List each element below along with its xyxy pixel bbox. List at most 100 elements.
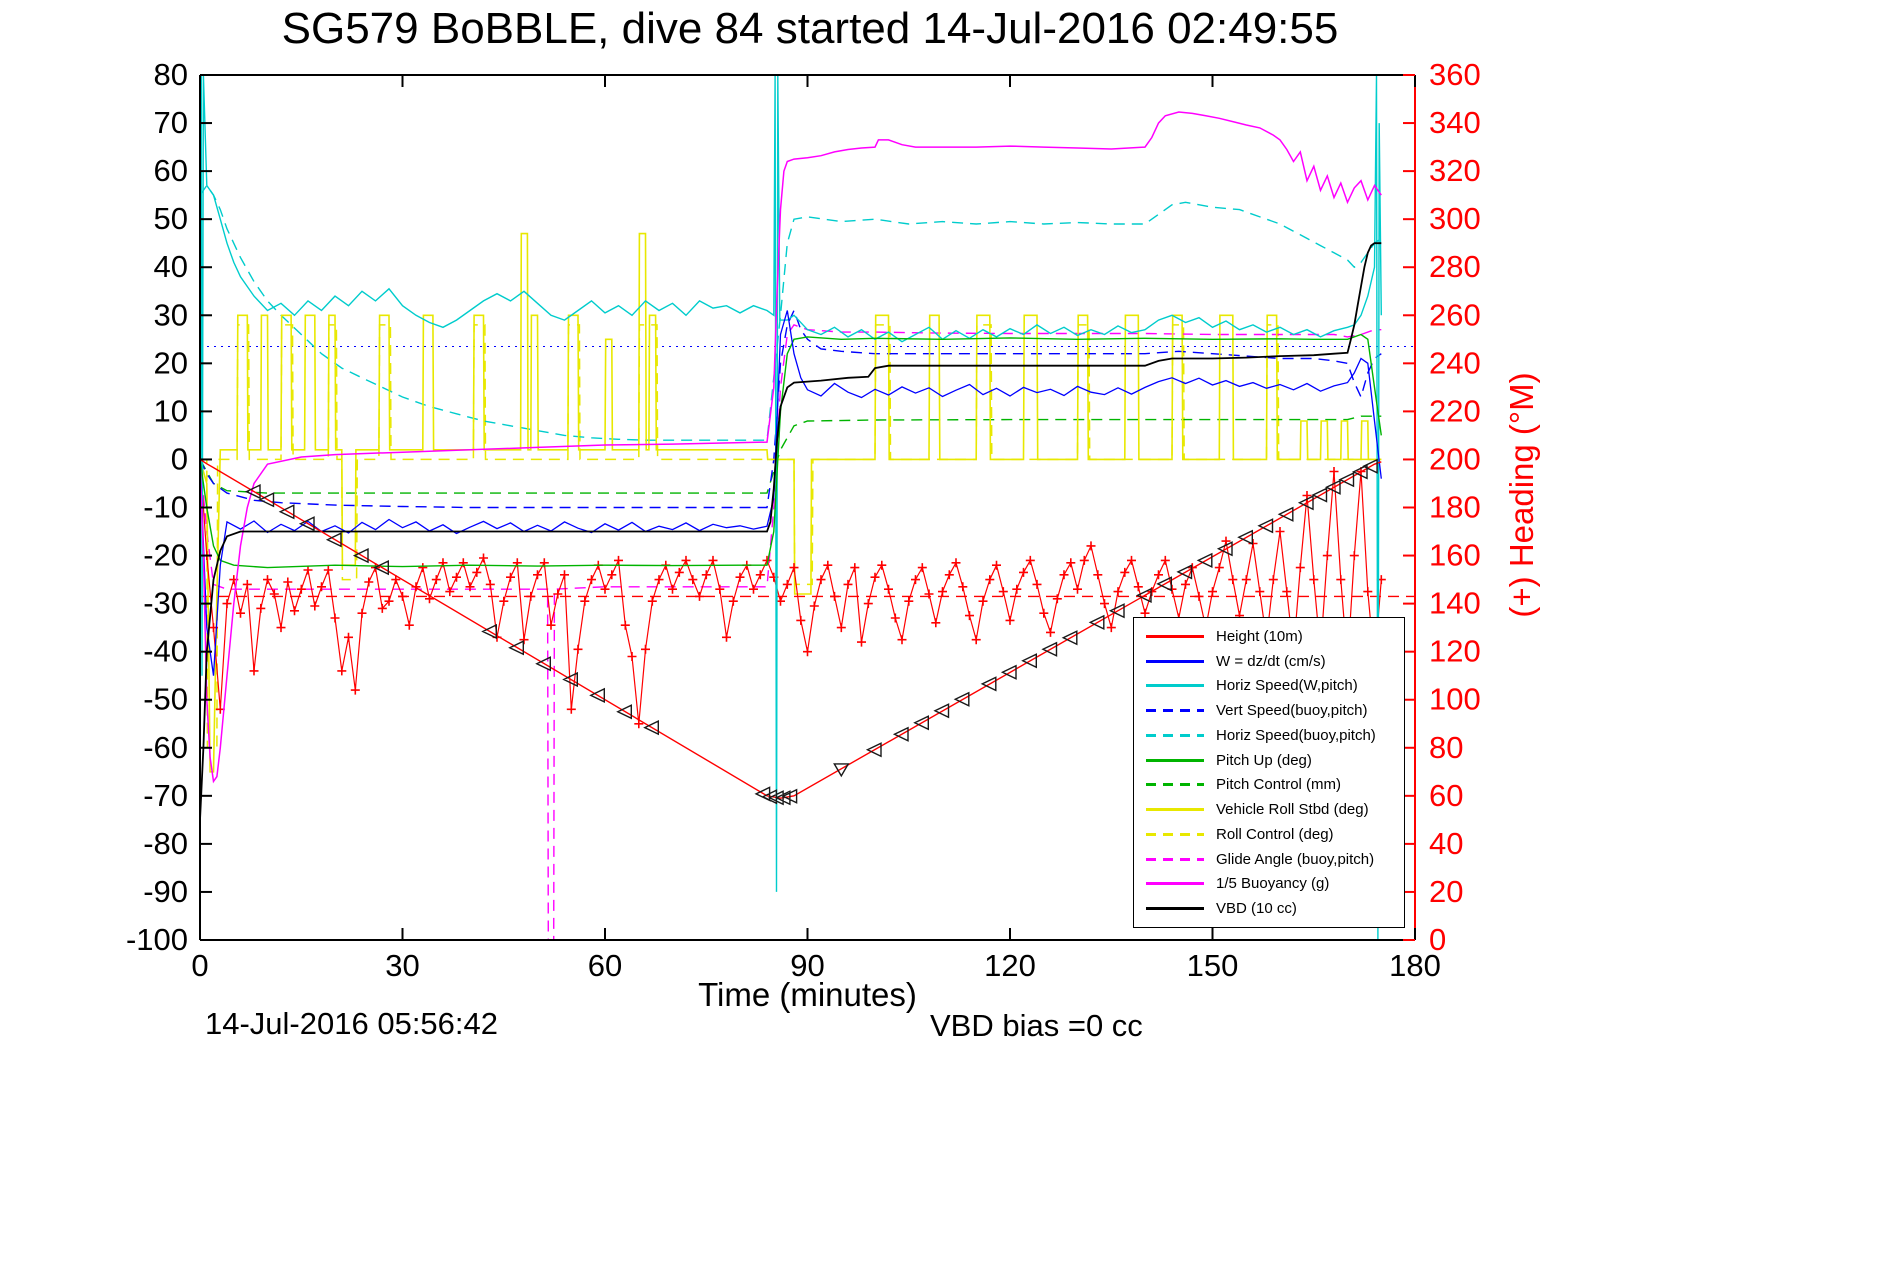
legend-item-4: Horiz Speed(buoy,pitch) [1134,723,1404,747]
y-left-tick-label: 60 [154,153,188,188]
y-left-tick-label: 0 [171,441,188,476]
x-axis: 0 30 60 90 120 150 180 [191,75,1441,983]
legend-label: Height (10m) [1216,627,1303,645]
y-right-tick-label: 120 [1429,634,1481,669]
plot-title: SG579 BoBBLE, dive 84 started 14-Jul-201… [281,4,1339,53]
series-layer [200,75,1415,940]
y-left-tick-label: 10 [154,393,188,428]
legend-label: Roll Control (deg) [1216,825,1334,843]
y-axis-left: 80 70 60 50 40 30 20 10 0 -10 -20 -30 -40 -50 -60 -70 -8… [126,57,212,957]
series-buoyancy [200,111,1382,784]
y-left-tick-label: 20 [154,345,188,380]
x-tick-label: 0 [191,948,208,983]
legend-label: Horiz Speed(W,pitch) [1216,677,1358,695]
y-left-tick-label: -30 [143,586,188,621]
legend-item-0: Height (10m) [1134,624,1404,648]
legend-label: 1/5 Buoyancy (g) [1216,875,1330,893]
y-left-tick-label: -20 [143,538,188,573]
y-left-tick-label: 50 [154,201,188,236]
x-tick-label: 60 [588,948,622,983]
y-left-tick-label: 30 [154,297,188,332]
legend-item-10: 1/5 Buoyancy (g) [1134,872,1404,896]
y-right-tick-label: 240 [1429,345,1481,380]
legend-label: Pitch Control (mm) [1216,776,1342,794]
y-left-tick-label: -90 [143,874,188,909]
y-right-tick-label: 20 [1429,874,1463,909]
legend-label: Vehicle Roll Stbd (deg) [1216,801,1369,819]
y-right-tick-label: 220 [1429,393,1481,428]
legend-item-9: Glide Angle (buoy,pitch) [1134,847,1404,871]
legend-label: Glide Angle (buoy,pitch) [1216,850,1375,868]
x-tick-label: 180 [1389,948,1441,983]
series-vert-speed-buoy [200,308,1382,509]
series-w-dzdt [200,310,1382,676]
legend-line-sample [1146,634,1204,638]
y-right-tick-label: 140 [1429,586,1481,621]
y-right-tick-label: 100 [1429,682,1481,717]
legend-line-sample [1146,857,1204,861]
series-roll-stbd [200,232,1382,773]
legend-line-sample [1146,684,1204,688]
legend-item-7: Vehicle Roll Stbd (deg) [1134,798,1404,822]
series-horiz-speed-buoy [200,184,1382,441]
y-left-tick-label: -80 [143,826,188,861]
x-tick-label: 120 [984,948,1036,983]
y-axis-right: 3603403203002802602402202001801601401201… [1403,57,1481,957]
legend-item-5: Pitch Up (deg) [1134,748,1404,772]
legend-label: Pitch Up (deg) [1216,751,1312,769]
legend-item-3: Vert Speed(buoy,pitch) [1134,699,1404,723]
legend-line-sample [1146,907,1204,911]
y-left-tick-label: 80 [154,57,188,92]
vbd-bias-note: VBD bias =0 cc [930,1008,1143,1043]
legend-line-sample [1146,709,1204,713]
y-right-tick-label: 180 [1429,490,1481,525]
y-left-tick-label: -50 [143,682,188,717]
y-left-tick-label: 40 [154,249,188,284]
legend-line-sample [1146,832,1204,836]
series-height-triangle-down-markers [833,763,850,778]
series-height [200,458,1382,799]
x-tick-label: 30 [385,948,419,983]
legend-line-sample [1146,659,1204,663]
series-heading [200,459,1382,724]
right-axis-label: (+) Heading (°M) [1503,372,1540,618]
plot-end-timestamp: 14-Jul-2016 05:56:42 [205,1006,499,1041]
y-right-tick-label: 80 [1429,730,1463,765]
series-glide-angle [200,324,1382,940]
legend-item-6: Pitch Control (mm) [1134,773,1404,797]
y-right-tick-label: 0 [1429,922,1446,957]
legend-item-8: Roll Control (deg) [1134,822,1404,846]
legend-line-sample [1146,783,1204,787]
series-horiz-speed-w [200,75,1382,940]
series-pitch-up [200,333,1382,569]
y-right-tick-label: 280 [1429,249,1481,284]
y-right-tick-label: 320 [1429,153,1481,188]
legend-line-sample [1146,758,1204,762]
y-left-tick-label: -70 [143,778,188,813]
legend-label: W = dz/dt (cm/s) [1216,652,1326,670]
y-right-tick-label: 40 [1429,826,1463,861]
legend-item-11: VBD (10 cc) [1134,897,1404,921]
legend: Height (10m) W = dz/dt (cm/s) Horiz Speed(… [1133,617,1405,928]
series-vbd [200,242,1382,820]
y-left-tick-label: 70 [154,105,188,140]
x-tick-label: 150 [1187,948,1239,983]
series-height-triangle-left-markers [244,458,1378,806]
x-tick-label: 90 [790,948,824,983]
legend-line-sample [1146,808,1204,812]
y-left-tick-label: -60 [143,730,188,765]
y-right-tick-label: 300 [1429,201,1481,236]
y-right-tick-label: 160 [1429,538,1481,573]
legend-item-1: W = dz/dt (cm/s) [1134,649,1404,673]
series-pitch-control [200,415,1382,494]
y-right-tick-label: 360 [1429,57,1481,92]
legend-line-sample [1146,733,1204,737]
legend-line-sample [1146,882,1204,886]
legend-item-2: Horiz Speed(W,pitch) [1134,674,1404,698]
y-right-tick-label: 260 [1429,297,1481,332]
y-right-tick-label: 60 [1429,778,1463,813]
y-right-tick-label: 340 [1429,105,1481,140]
legend-label: Vert Speed(buoy,pitch) [1216,702,1368,720]
